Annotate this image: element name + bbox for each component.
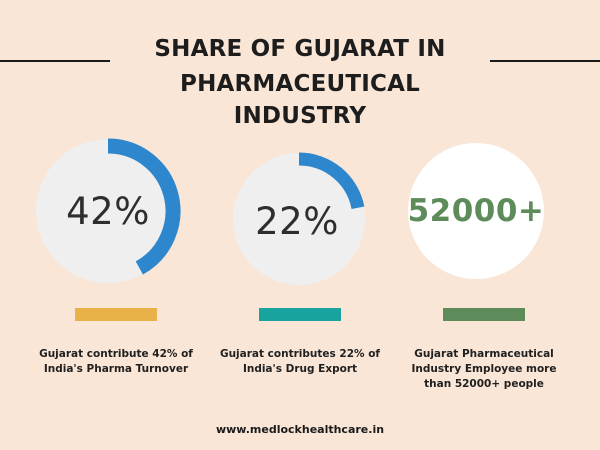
website-link[interactable]: www.medlockhealthcare.in [215, 423, 385, 436]
export-share-chart: 22% [224, 144, 374, 294]
export-caption: Gujarat contributes 22% of India's Drug … [215, 347, 385, 377]
turnover-ring-arc [107, 138, 181, 275]
employee-accent-bar [443, 308, 525, 321]
turnover-caption-line-2: India's Pharma Turnover [43, 363, 189, 375]
employee-count-label: 52000+ [407, 193, 545, 229]
export-ring-arc [298, 152, 365, 210]
title-rule-left [0, 60, 110, 62]
turnover-caption: Gujarat contribute 42% of India's Pharma… [31, 347, 201, 377]
export-caption-line-2: India's Drug Export [242, 363, 358, 375]
page-title-line-1: SHARE OF GUJARAT IN [154, 36, 446, 62]
turnover-caption-line-1: Gujarat contribute 42% of [39, 348, 193, 360]
export-accent-bar [259, 308, 341, 321]
export-ring-track [233, 153, 365, 285]
export-ring-svg [233, 152, 365, 285]
turnover-ring-track [36, 139, 180, 283]
export-caption-line-1: Gujarat contributes 22% of [219, 348, 381, 360]
employee-caption-line-1: Gujarat Pharmaceutical [414, 348, 554, 360]
employee-caption-line-3: than 52000+ people [424, 378, 544, 390]
employee-circle [408, 143, 544, 279]
turnover-accent-bar [75, 308, 157, 321]
turnover-ring-svg [36, 138, 181, 283]
export-percent-label: 22% [255, 199, 339, 243]
title-rule-right [490, 60, 600, 62]
turnover-percent-label: 42% [66, 189, 150, 233]
employee-count-wrap: 52000+ [403, 138, 549, 284]
employee-count-badge: 52000+ [403, 138, 549, 284]
turnover-share-chart: 42% [33, 136, 183, 286]
employee-circle-svg [408, 143, 544, 279]
employee-caption-line-2: Industry Employee more [411, 363, 557, 375]
employee-caption: Gujarat Pharmaceutical Industry Employee… [399, 347, 569, 392]
page-title-line-2: PHARMACEUTICAL INDUSTRY [180, 71, 420, 129]
